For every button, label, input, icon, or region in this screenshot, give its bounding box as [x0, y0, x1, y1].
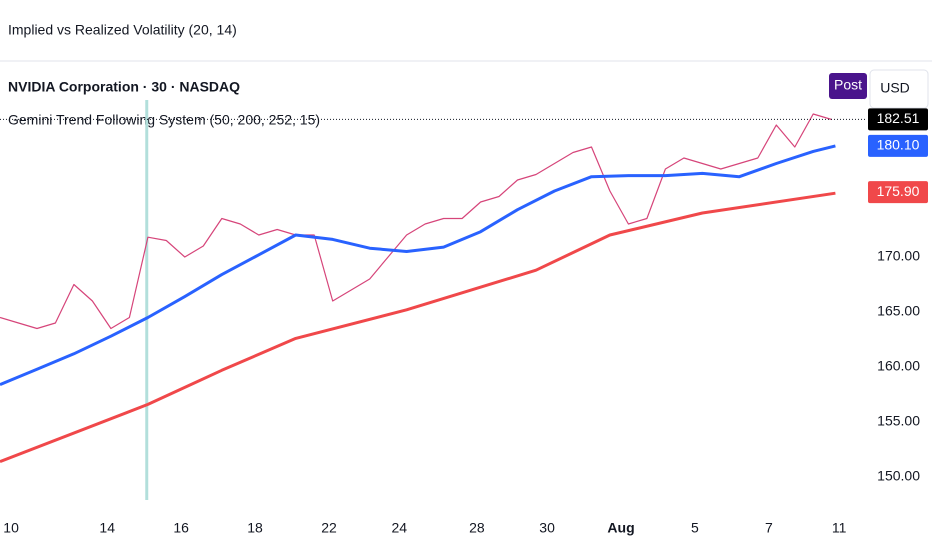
series-line [0, 191, 836, 463]
price-tag-label: 175.90 [877, 183, 920, 199]
post-button[interactable] [829, 73, 867, 99]
currency-button[interactable] [869, 69, 929, 109]
x-tick-label: 11 [832, 520, 847, 536]
indicator-title: Implied vs Realized Volatility (20, 14) [8, 22, 237, 38]
x-tick-label: 30 [539, 520, 555, 536]
x-tick-label: 14 [99, 520, 115, 536]
series-line [0, 144, 836, 386]
x-tick-label: 28 [469, 520, 485, 536]
price-tag [868, 134, 928, 157]
x-tick-label: 18 [247, 520, 263, 536]
y-tick-label: 150.00 [877, 468, 920, 484]
symbol-title: NVIDIA Corporation · 30 · NASDAQ [8, 79, 240, 95]
x-tick-label: 16 [173, 520, 189, 536]
x-tick-label: 5 [691, 520, 699, 536]
y-tick-label: 160.00 [877, 358, 920, 374]
x-tick-label: 22 [321, 520, 337, 536]
y-tick-label: 155.00 [877, 413, 920, 429]
y-tick-label: 170.00 [877, 248, 920, 264]
y-tick-label: 165.00 [877, 303, 920, 319]
price-tag-label: 182.51 [877, 110, 920, 126]
study-title: Gemini Trend Following System (50, 200, … [8, 112, 320, 128]
x-tick-label: Aug [607, 520, 634, 536]
price-tag [868, 181, 928, 204]
series-line [0, 113, 832, 330]
currency-label: USD [880, 80, 910, 96]
x-tick-label: 7 [765, 520, 773, 536]
price-tag-label: 180.10 [877, 137, 920, 153]
x-tick-label: 10 [3, 520, 19, 536]
x-tick-label: 24 [391, 520, 407, 536]
price-tag [868, 108, 928, 131]
post-label: Post [834, 77, 862, 93]
